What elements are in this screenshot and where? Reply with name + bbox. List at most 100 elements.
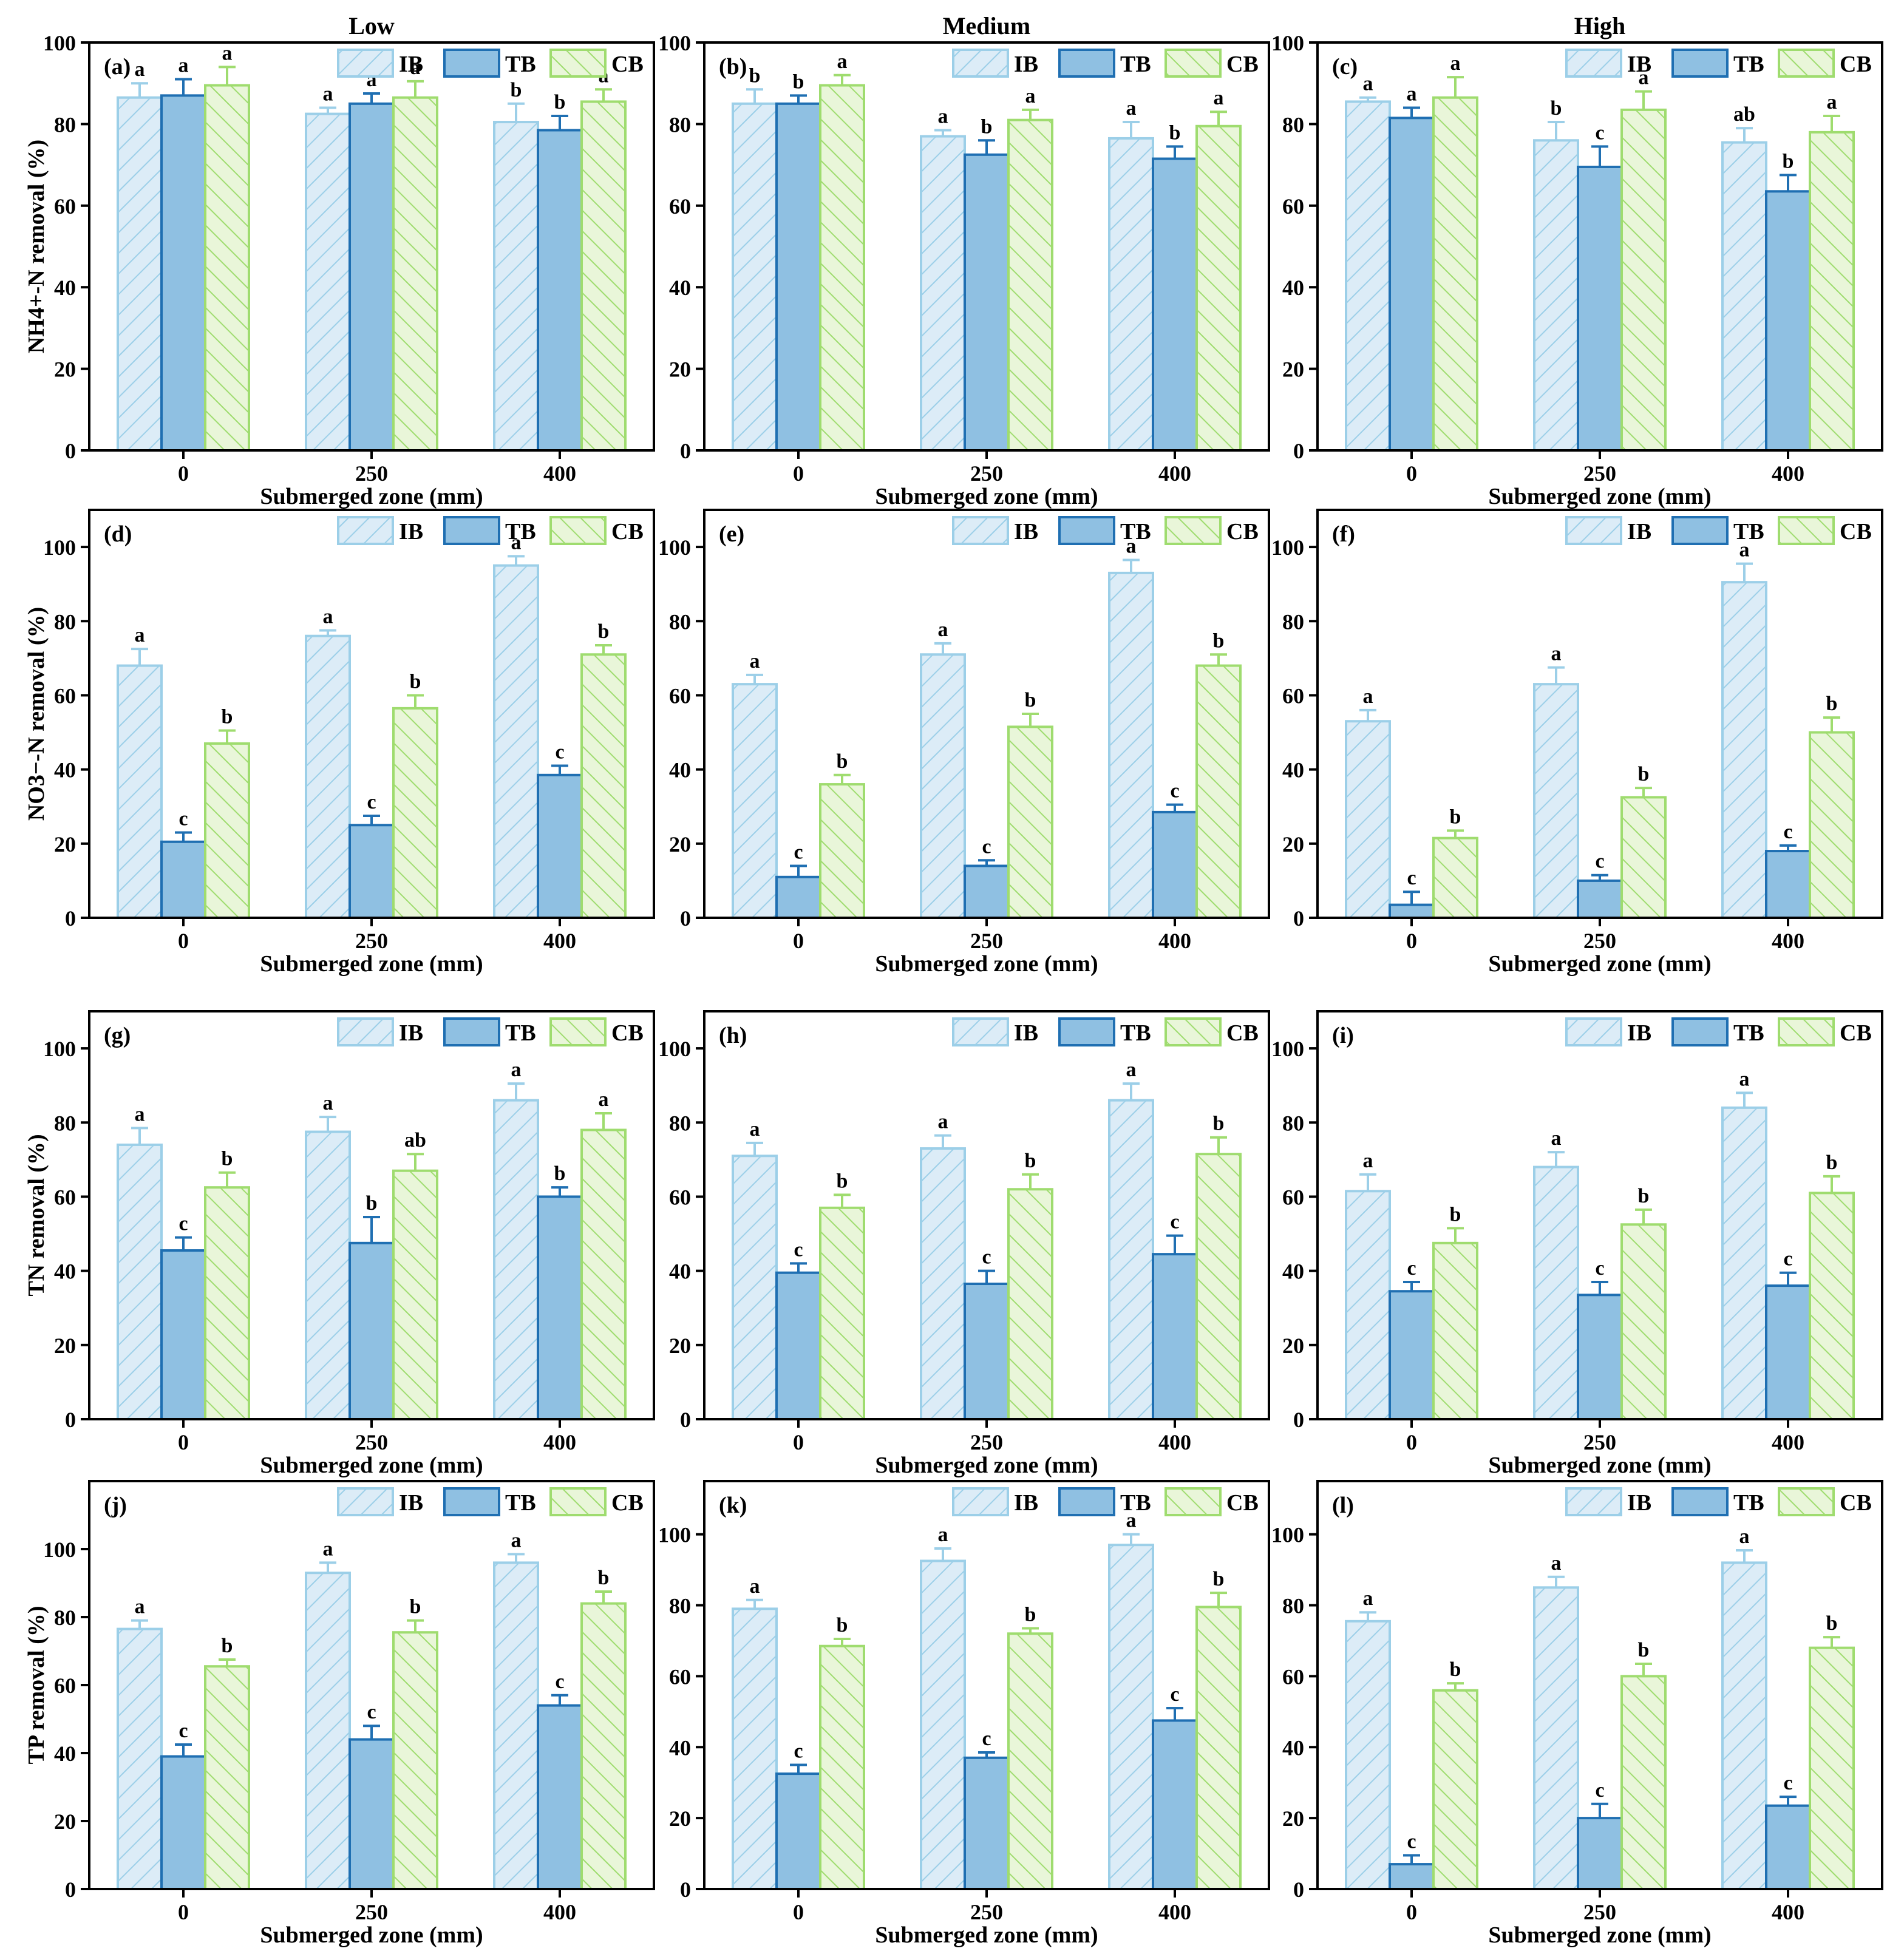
y-axis-title: NH4+-N removal (%)	[24, 140, 49, 353]
bar-cb	[1809, 1192, 1855, 1420]
significance-letter: a	[323, 606, 333, 628]
y-tick-label: 100	[43, 1037, 76, 1061]
y-tick-label: 60	[669, 683, 691, 708]
bar-tb	[160, 1755, 206, 1891]
y-tick-label: 80	[1282, 609, 1304, 634]
bar-ib	[1345, 100, 1391, 452]
x-tick-label: 400	[543, 929, 576, 953]
x-tick-label: 250	[970, 929, 1003, 953]
column-title: Low	[348, 12, 395, 39]
legend-label: TB	[1120, 1490, 1151, 1516]
x-axis-title: Submerged zone (mm)	[875, 484, 1098, 509]
bar-cb	[392, 1169, 438, 1420]
bar-tb	[537, 773, 583, 920]
plot-frame	[88, 41, 655, 452]
x-tick-label: 400	[1158, 1430, 1191, 1454]
y-tick-label: 60	[669, 1185, 691, 1209]
panel-i: 0 20 40 60 80 100 0 a c b 250 a c b 400 a c b (i) IB TB CB Sub…	[1271, 1010, 1883, 1478]
legend: IB TB CB	[337, 1487, 644, 1516]
bar-ib	[1721, 1561, 1767, 1890]
x-tick-label: 400	[1158, 1900, 1191, 1924]
bar-tb	[964, 153, 1010, 452]
y-tick-label: 40	[669, 1735, 691, 1760]
significance-letter: b	[837, 750, 848, 773]
y-tick-label: 80	[669, 609, 691, 634]
significance-letter: a	[178, 54, 189, 76]
legend-swatch-tb	[1058, 516, 1115, 545]
bar-cb	[1809, 1646, 1855, 1891]
bar-tb	[1152, 1253, 1198, 1421]
plot-frame	[703, 1010, 1270, 1420]
significance-letter: a	[323, 83, 333, 106]
x-tick-label: 0	[1406, 1430, 1417, 1454]
x-axis-title: Submerged zone (mm)	[1488, 1453, 1711, 1478]
bar-cb	[392, 1631, 438, 1890]
bar-tb	[348, 1241, 395, 1421]
significance-letter: a	[837, 50, 848, 73]
panel-e: 0 20 40 60 80 100 0 a c b 250 a c b 400 a c b (e) IB TB CB Sub…	[658, 509, 1270, 977]
y-tick-label: 0	[680, 1877, 691, 1902]
significance-letter: c	[982, 1246, 991, 1269]
x-tick-label: 250	[1583, 1900, 1616, 1924]
y-tick-label: 60	[669, 1664, 691, 1689]
y-tick-label: 60	[54, 1674, 76, 1698]
significance-letter: c	[555, 1670, 564, 1693]
legend-swatch-cb	[549, 49, 607, 78]
legend-label: TB	[1733, 52, 1764, 77]
legend-swatch-tb	[443, 1017, 500, 1046]
significance-letter: a	[323, 1092, 333, 1114]
significance-letter: b	[749, 64, 761, 87]
panel-k: 0 20 40 60 80 100 0 a c b 250 a c b 400 a c b (k) IB TB CB Sub…	[658, 1480, 1270, 1948]
legend-label: TB	[505, 1490, 536, 1516]
x-axis-title: Submerged zone (mm)	[260, 1922, 483, 1948]
significance-letter: c	[1783, 1248, 1792, 1270]
significance-letter: b	[1638, 1185, 1650, 1207]
y-tick-label: 0	[1293, 1877, 1304, 1902]
significance-letter: a	[1827, 91, 1837, 114]
bar-ib	[1345, 1190, 1391, 1420]
bar-cb	[580, 1602, 627, 1891]
significance-letter: a	[1551, 1552, 1562, 1575]
y-tick-label: 100	[658, 31, 691, 55]
bar-tb	[1152, 1719, 1198, 1891]
y-tick-label: 100	[658, 1523, 691, 1547]
panel-l: 0 20 40 60 80 100 0 a c b 250 a c b 400 a c b (l) IB TB CB Sub…	[1271, 1480, 1883, 1948]
y-tick-label: 60	[54, 1185, 76, 1209]
significance-letter: a	[1739, 1068, 1750, 1090]
bar-ib	[1345, 1620, 1391, 1890]
bar-ib	[117, 1627, 163, 1891]
legend-swatch-tb	[1058, 1017, 1115, 1046]
legend: IB TB CB	[952, 1017, 1259, 1046]
significance-letter: a	[1551, 1127, 1562, 1150]
significance-letter: c	[1595, 1257, 1604, 1280]
x-axis-title: Submerged zone (mm)	[875, 1922, 1098, 1948]
significance-letter: a	[222, 42, 233, 64]
legend-swatch-cb	[1164, 516, 1222, 545]
significance-letter: a	[938, 619, 948, 641]
plot-frame	[1316, 509, 1883, 919]
x-axis-title: Submerged zone (mm)	[1488, 1922, 1711, 1948]
bar-tb	[1765, 1804, 1811, 1890]
significance-letter: c	[1407, 867, 1416, 889]
bar-ib	[1108, 137, 1154, 452]
x-axis-title: Submerged zone (mm)	[1488, 951, 1711, 977]
bar-tb	[1389, 903, 1435, 919]
significance-letter: a	[938, 1524, 948, 1546]
significance-letter: a	[135, 1103, 145, 1125]
significance-letter: c	[982, 1728, 991, 1750]
significance-letter: b	[1783, 150, 1794, 172]
significance-letter: a	[1126, 535, 1137, 557]
bar-tb	[160, 1249, 206, 1420]
bar-ib	[493, 121, 539, 452]
panel-j: 0 20 40 60 80 100 0 a c b 250 a c b 400 a c b (j) IB TB CB Sub…	[24, 1480, 655, 1948]
bar-cb	[1432, 1689, 1478, 1890]
y-tick-label: 80	[54, 609, 76, 634]
significance-letter: c	[1170, 1683, 1179, 1706]
y-tick-label: 100	[1271, 31, 1304, 55]
y-tick-label: 60	[1282, 683, 1304, 708]
legend-swatch-cb	[1778, 49, 1835, 78]
bar-ib	[920, 653, 966, 919]
bar-ib	[305, 634, 351, 920]
y-tick-label: 40	[54, 276, 76, 300]
legend: IB TB CB	[1565, 49, 1872, 78]
